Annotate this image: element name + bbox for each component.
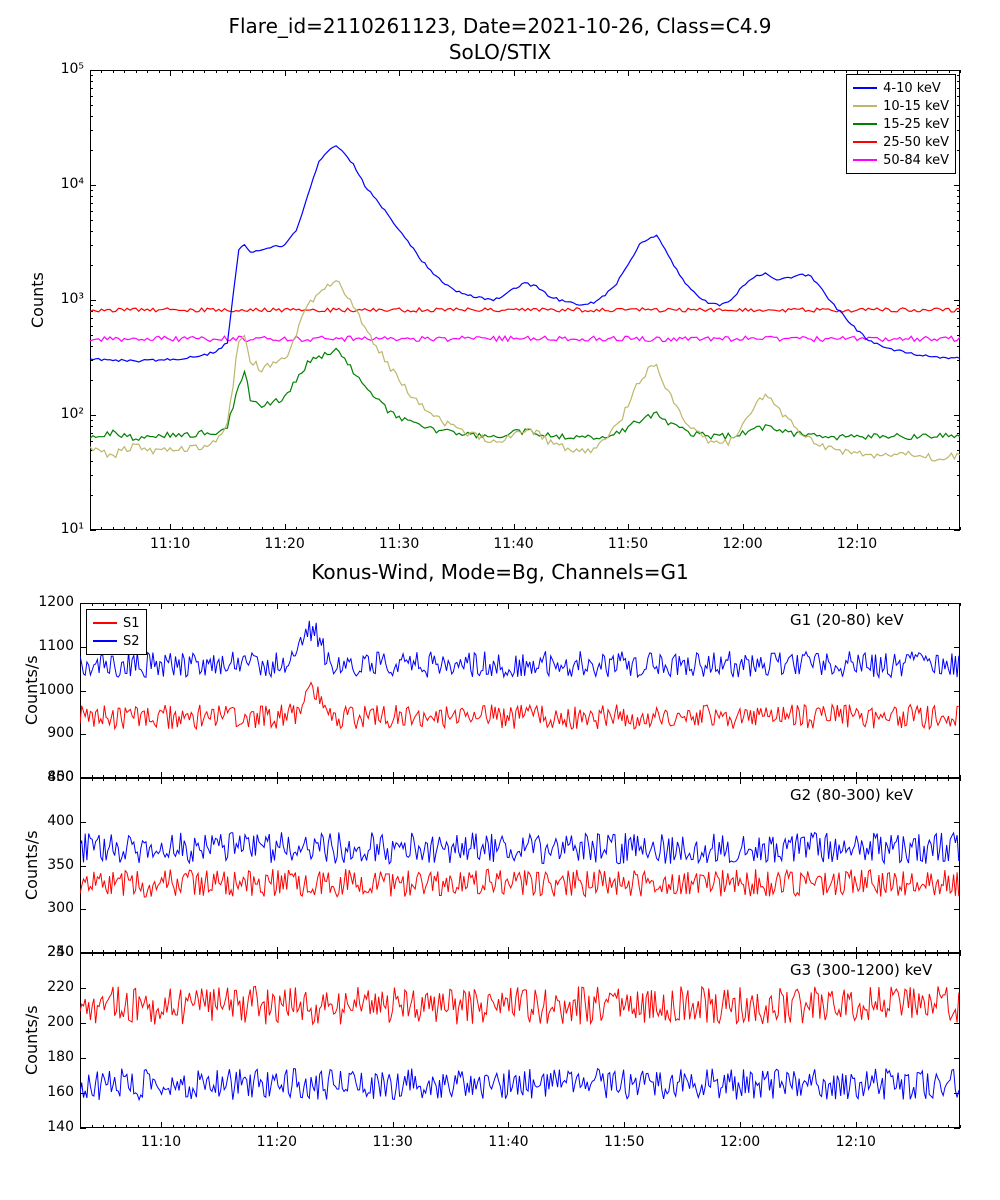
bottom-xtick: 12:00 [715,1134,765,1150]
top-xtick: 12:00 [718,536,768,552]
bottom-ytick: 1000 [32,682,74,698]
legend-line [853,123,877,125]
legend-line [853,87,877,89]
legend-label: 50-84 keV [883,153,949,168]
top-ytick: 10⁵ [40,61,84,77]
bottom-title: Konus-Wind, Mode=Bg, Channels=G1 [0,560,1000,584]
top-title: SoLO/STIX [0,40,1000,64]
bottom-xtick: 11:40 [483,1134,533,1150]
bottom-xtick: 11:50 [599,1134,649,1150]
legend-line [853,159,877,161]
bottom-ytick: 160 [32,1084,74,1100]
bottom-ytick: 350 [32,857,74,873]
legend-line [93,640,117,642]
suptitle: Flare_id=2110261123, Date=2021-10-26, Cl… [0,14,1000,38]
legend-label: S1 [123,616,140,631]
bottom-xtick: 11:30 [368,1134,418,1150]
top-xtick: 11:10 [145,536,195,552]
bottom-xtick: 11:10 [136,1134,186,1150]
bottom-ytick: 180 [32,1049,74,1065]
top-ytick: 10³ [40,291,84,307]
legend-line [853,105,877,107]
bottom-ytick: 450 [32,769,74,785]
legend-label: 25-50 keV [883,135,949,150]
bottom-ytick: 240 [32,944,74,960]
legend-label: 15-25 keV [883,117,949,132]
bottom-ytick: 1200 [32,594,74,610]
top-ytick: 10² [40,406,84,422]
legend-line [853,141,877,143]
top-legend: 4-10 keV 10-15 keV 15-25 keV 25-50 keV 50-84… [846,74,956,174]
top-xtick: 11:50 [603,536,653,552]
bottom-ytick: 300 [32,900,74,916]
legend-label: 4-10 keV [883,81,941,96]
top-ytick: 10¹ [40,521,84,537]
top-ytick: 10⁴ [40,176,84,192]
legend-label: 10-15 keV [883,99,949,114]
bottom-ytick: 400 [32,813,74,829]
panel-annot: G3 (300-1200) keV [790,961,932,979]
panel-annot: G2 (80-300) keV [790,786,913,804]
bottom-legend: S1S2 [86,609,147,655]
legend-line [93,622,117,624]
bottom-xtick: 11:20 [252,1134,302,1150]
panel-annot: G1 (20-80) keV [790,611,904,629]
bottom-ytick: 1100 [32,638,74,654]
top-xtick: 11:40 [489,536,539,552]
bottom-ytick: 900 [32,725,74,741]
top-xtick: 11:30 [374,536,424,552]
top-xtick: 12:10 [832,536,882,552]
bottom-xtick: 12:10 [831,1134,881,1150]
bottom-ytick: 140 [32,1119,74,1135]
top-xtick: 11:20 [260,536,310,552]
bottom-ytick: 220 [32,979,74,995]
legend-label: S2 [123,634,140,649]
bottom-ytick: 200 [32,1014,74,1030]
